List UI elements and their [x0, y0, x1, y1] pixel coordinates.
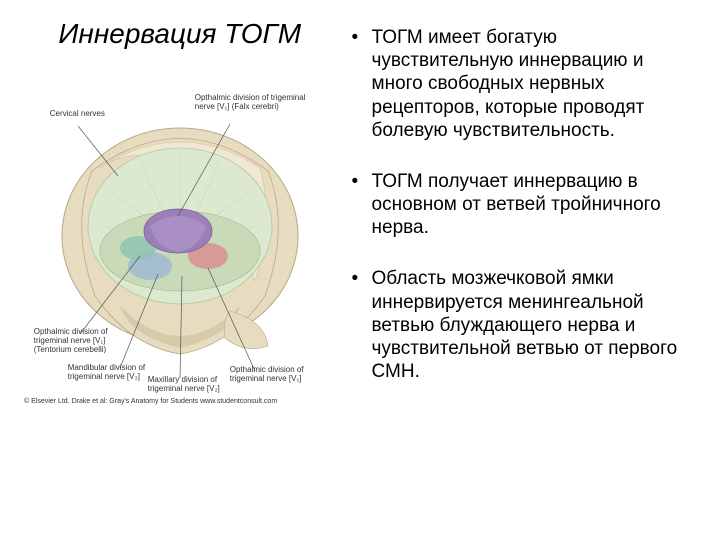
- bullet-item: Область мозжечковой ямки иннервируется м…: [350, 267, 692, 383]
- left-column: Иннервация ТОГМ: [18, 18, 342, 522]
- anatomy-figure: Cervical nerves Opthalmic division of tr…: [30, 76, 330, 396]
- bullet-item: ТОГМ имеет богатую чувствительную иннерв…: [350, 26, 692, 142]
- right-column: ТОГМ имеет богатую чувствительную иннерв…: [342, 18, 692, 522]
- figure-copyright: © Elsevier Ltd. Drake et al: Gray's Anat…: [24, 398, 277, 405]
- label-opthalmic-v1: Opthalmic division of trigeminal nerve […: [230, 366, 330, 384]
- slide-title: Иннервация ТОГМ: [58, 18, 301, 50]
- bullet-list: ТОГМ имеет богатую чувствительную иннерв…: [350, 26, 692, 383]
- label-cervical: Cervical nerves: [50, 110, 105, 119]
- label-opthalmic-falx: Opthalmic division of trigeminal nerve […: [195, 94, 315, 112]
- slide: Иннервация ТОГМ: [0, 0, 720, 540]
- label-opthalmic-tent: Opthalmic division of trigeminal nerve […: [34, 328, 144, 354]
- bullet-item: ТОГМ получает иннервацию в основном от в…: [350, 170, 692, 240]
